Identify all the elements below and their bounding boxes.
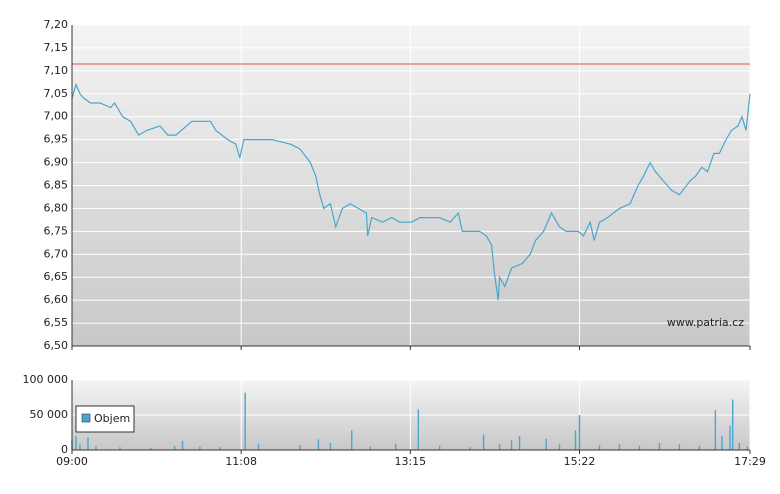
x-tick-label: 17:29 (734, 455, 766, 468)
x-tick-label: 13:15 (394, 455, 426, 468)
y-tick-label: 6,50 (44, 339, 69, 352)
y-tick-label: 7,20 (44, 18, 69, 31)
y-tick-label: 6,90 (44, 156, 69, 169)
y-tick-label: 6,80 (44, 201, 69, 214)
y-tick-label: 100 000 (23, 373, 69, 386)
y-tick-label: 6,70 (44, 247, 69, 260)
y-tick-label: 7,10 (44, 64, 69, 77)
volume-bar (678, 444, 681, 450)
volume-bar (417, 409, 420, 450)
volume-bar (746, 446, 749, 450)
volume-bar (351, 430, 353, 450)
volume-bar (574, 430, 577, 450)
volume-bar (698, 445, 701, 450)
volume-bar (317, 439, 320, 450)
volume-bar (738, 443, 741, 450)
y-tick-label: 6,75 (44, 224, 69, 237)
volume-bar (618, 444, 621, 450)
volume-bar (545, 438, 547, 450)
volume-bar (257, 443, 260, 450)
volume-bar (173, 445, 176, 450)
legend-label: Objem (94, 412, 130, 425)
volume-bar (510, 440, 513, 450)
volume-bar (638, 445, 641, 450)
x-tick-label: 09:00 (56, 455, 88, 468)
price-line (71, 82, 751, 301)
y-tick-label: 6,55 (44, 316, 69, 329)
y-tick-label: 6,65 (44, 270, 69, 283)
y-tick-label: 7,05 (44, 87, 69, 100)
volume-bar (714, 410, 717, 450)
watermark: www.patria.cz (667, 316, 744, 329)
y-tick-label: 6,95 (44, 133, 69, 146)
volume-bar (119, 447, 121, 450)
volume-bar (731, 399, 734, 450)
volume-bar (438, 445, 441, 450)
volume-bar (181, 440, 184, 450)
volume-bar (394, 443, 397, 450)
y-tick-label: 7,00 (44, 110, 69, 123)
volume-bar (518, 436, 521, 450)
volume-bar (75, 436, 77, 450)
volume-bar (299, 445, 301, 450)
x-tick-label: 11:08 (225, 455, 257, 468)
volume-bar (79, 444, 81, 450)
volume-bar (558, 444, 561, 450)
volume-bar (598, 445, 601, 450)
volume-bar (199, 446, 201, 450)
volume-bar (482, 434, 485, 450)
volume-bar (498, 444, 501, 450)
volume-bar (469, 447, 471, 450)
volume-bar (244, 392, 246, 450)
y-tick-label: 50 000 (30, 408, 69, 421)
volume-bar (95, 446, 97, 450)
volume-bar (149, 447, 152, 450)
y-tick-label: 7,15 (44, 41, 69, 54)
y-tick-label: 6,60 (44, 293, 69, 306)
y-tick-label: 6,85 (44, 179, 69, 192)
volume-bar (721, 436, 723, 450)
volume-bar (729, 425, 731, 450)
volume-bar (578, 415, 581, 450)
volume-bar (87, 437, 89, 450)
y-tick-label: 0 (61, 443, 68, 456)
volume-bar (219, 447, 221, 450)
volume-bar (369, 446, 372, 450)
volume-bar (329, 443, 332, 450)
legend-swatch (81, 413, 91, 423)
volume-bar (658, 443, 661, 450)
x-tick-label: 15:22 (564, 455, 596, 468)
